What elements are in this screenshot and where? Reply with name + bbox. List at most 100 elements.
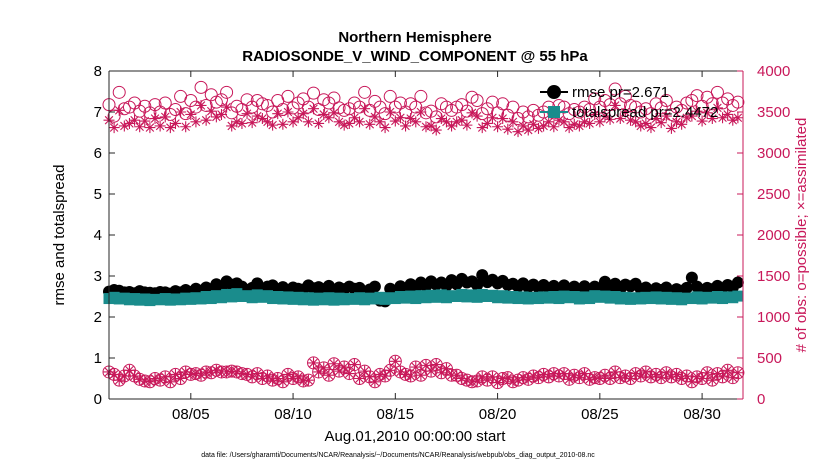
obs-assimilated-point [318,108,330,120]
obs-possible-point [409,100,423,114]
obs-assimilated-point [277,118,289,130]
obs-assimilated-point [129,370,141,382]
obs-assimilated-point [108,368,120,380]
obs-assimilated-point [732,112,744,124]
x-axis-label: Aug.01,2010 00:00:00 start [325,428,507,445]
obs-assimilated-point [512,374,524,386]
obs-assimilated-point [256,113,268,125]
obs-assimilated-point [594,116,606,128]
obs-assimilated-point [589,108,601,120]
obs-assimilated-point [701,367,713,379]
obs-possible-point [276,103,290,117]
obs-assimilated-point [313,366,325,378]
obs-assimilated-point [348,359,360,371]
obs-assimilated-point [517,372,529,384]
obs-possible-point [470,94,484,108]
obs-possible-point [337,103,351,117]
obs-assimilated-point [328,358,340,370]
obs-assimilated-point [732,367,744,379]
obs-assimilated-point [379,370,391,382]
obs-assimilated-point [727,372,739,384]
obs-possible-point [158,370,172,384]
obs-assimilated-point [619,106,631,118]
obs-assimilated-point [579,368,590,380]
x-tick-label: 08/15 [377,406,415,423]
obs-assimilated-point [410,361,422,373]
obs-assimilated-point [466,107,478,119]
obs-assimilated-point [185,108,197,120]
obs-assimilated-point [318,362,330,374]
obs-assimilated-point [302,116,314,128]
obs-assimilated-point [630,368,642,380]
rmse-point [368,280,381,293]
obs-assimilated-point [727,114,739,126]
obs-assimilated-point [594,373,606,384]
x-tick-label: 08/20 [479,406,517,423]
obs-assimilated-point [226,365,238,377]
obs-assimilated-point [502,123,514,135]
obs-assimilated-point [251,368,263,380]
obs-assimilated-point [568,369,580,381]
footnote: data file: /Users/gharamti/Documents/NCA… [201,452,595,459]
obs-assimilated-point [568,118,580,130]
obs-assimilated-point [614,113,626,125]
obs-possible-point [659,366,673,380]
obs-assimilated-point [415,106,427,118]
obs-assimilated-point [364,118,376,130]
obs-possible-point [583,103,597,117]
obs-possible-point [347,96,361,110]
obs-possible-point [624,98,638,112]
obs-assimilated-point [251,110,263,122]
obs-assimilated-point [655,372,667,384]
obs-assimilated-point [297,375,309,387]
obs-assimilated-point [619,370,631,382]
obs-possible-point [307,86,321,100]
obs-possible-point [598,94,612,108]
obs-assimilated-point [200,114,212,126]
obs-assimilated-point [440,363,452,375]
obs-possible-point [721,363,735,377]
obs-possible-point [624,372,638,385]
obs-assimilated-point [456,373,468,384]
obs-assimilated-point [686,376,698,388]
rmse-point [680,281,693,294]
obs-possible-point [388,354,402,368]
obs-assimilated-point [267,374,279,386]
obs-possible-point [731,366,745,380]
obs-assimilated-point [476,371,488,383]
obs-assimilated-point [374,368,386,380]
y-tick-label: 2 [94,309,102,326]
obs-assimilated-point [660,367,672,379]
obs-possible-point [639,365,653,379]
series-layer [102,80,745,390]
obs-possible-point [649,97,663,111]
obs-assimilated-point [374,116,386,128]
obs-assimilated-point [369,111,381,123]
obs-assimilated-point [481,117,493,129]
obs-assimilated-point [405,370,417,382]
y2-tick-label: 1500 [757,268,790,285]
obs-possible-point [608,82,622,96]
obs-possible-point [281,367,295,381]
obs-assimilated-point [169,368,181,380]
obs-assimilated-point [532,372,544,384]
obs-assimilated-point [451,116,463,128]
obs-possible-point [455,98,469,112]
obs-assimilated-point [584,373,596,385]
y2-tick-label: 500 [757,350,782,367]
obs-assimilated-point [665,122,677,134]
obs-assimilated-point [113,104,125,116]
obs-assimilated-point [558,368,570,380]
obs-assimilated-point [625,373,637,384]
obs-assimilated-point [272,373,284,384]
obs-possible-point [347,358,361,372]
obs-assimilated-point [144,122,156,134]
totalspread-point [732,290,744,302]
obs-assimilated-point [497,113,509,125]
obs-assimilated-point [527,370,539,382]
x-tick-label: 08/05 [172,406,210,423]
obs-assimilated-point [348,112,360,124]
obs-assimilated-point [328,107,340,119]
obs-possible-point [168,367,182,381]
obs-possible-point [312,365,326,379]
